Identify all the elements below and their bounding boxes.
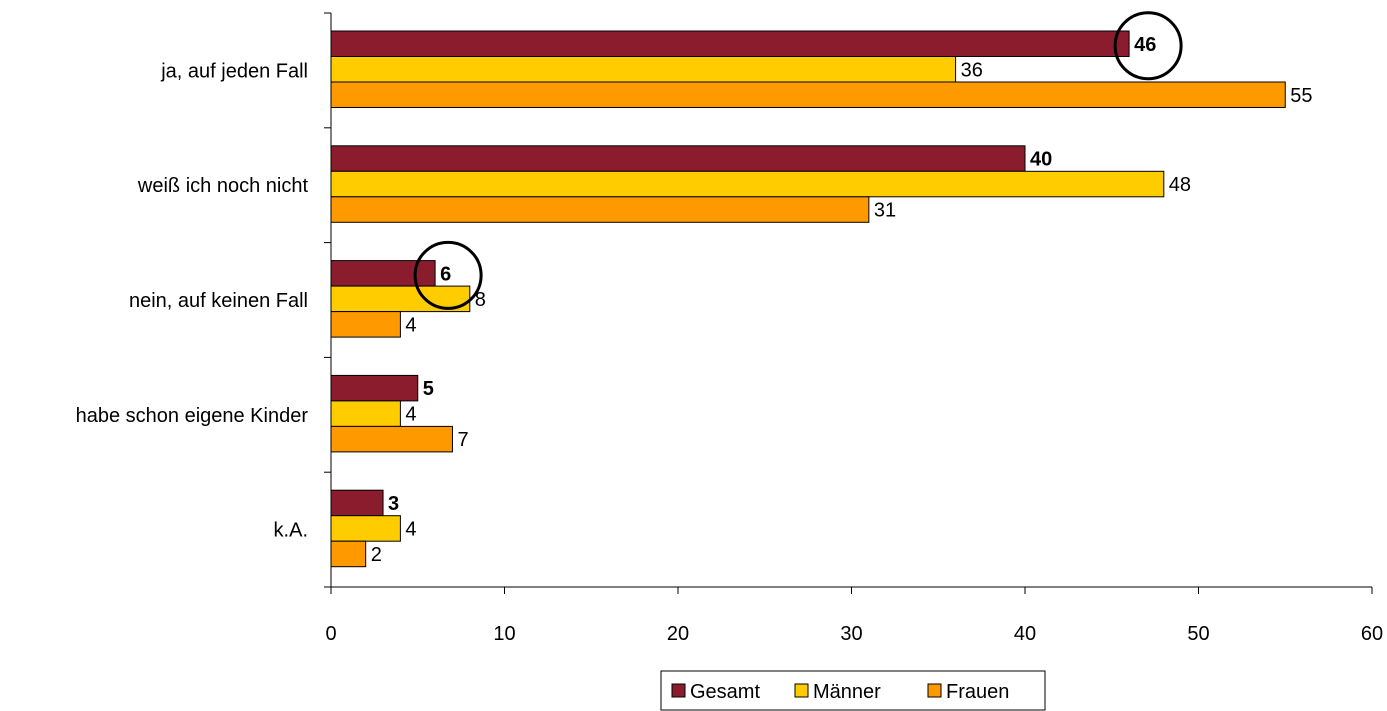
data-label-frauen-habe-schon-eigene-kinder: 7 (457, 429, 468, 451)
legend-swatch-gesamt (672, 684, 685, 697)
data-label-gesamt-nein-auf-keinen-fall: 6 (440, 263, 451, 285)
bar-maenner-k-a (331, 516, 400, 542)
bar-gesamt-ja-auf-jeden-fall (331, 31, 1129, 57)
bar-gesamt-weiss-ich-noch-nicht (331, 146, 1025, 172)
bar-maenner-weiss-ich-noch-nicht (331, 171, 1164, 197)
data-label-gesamt-k-a: 3 (388, 493, 399, 515)
x-tick-label: 30 (840, 623, 862, 645)
bar-maenner-habe-schon-eigene-kinder (331, 401, 400, 427)
legend-label-frauen: Frauen (946, 681, 1009, 703)
legend-label-maenner: Männer (813, 681, 881, 703)
legend-swatch-maenner (795, 684, 808, 697)
x-tick-label: 50 (1187, 623, 1209, 645)
x-tick-labels: 0 10 20 30 40 50 60 (325, 623, 1383, 645)
bar-maenner-ja-auf-jeden-fall (331, 57, 956, 83)
category-label-nein-auf-keinen-fall: nein, auf keinen Fall (129, 290, 308, 312)
x-tick-label: 10 (493, 623, 515, 645)
data-label-maenner-weiss-ich-noch-nicht: 48 (1169, 174, 1191, 196)
data-label-frauen-ja-auf-jeden-fall: 55 (1290, 85, 1312, 107)
data-label-maenner-habe-schon-eigene-kinder: 4 (405, 404, 416, 426)
category-label-ja-auf-jeden-fall: ja, auf jeden Fall (160, 60, 308, 82)
bar-gesamt-k-a (331, 490, 383, 516)
legend-swatch-frauen (928, 684, 941, 697)
category-label-k-a: k.A. (274, 520, 308, 542)
data-label-maenner-ja-auf-jeden-fall: 36 (961, 59, 983, 81)
data-label-gesamt-ja-auf-jeden-fall: 46 (1134, 34, 1156, 56)
data-label-gesamt-weiss-ich-noch-nicht: 40 (1030, 149, 1052, 171)
data-label-frauen-weiss-ich-noch-nicht: 31 (874, 200, 896, 222)
data-label-frauen-k-a: 2 (371, 544, 382, 566)
legend-label-gesamt: Gesamt (690, 681, 760, 703)
bar-gesamt-nein-auf-keinen-fall (331, 261, 435, 287)
legend: Gesamt Männer Frauen (661, 671, 1045, 710)
bar-frauen-weiss-ich-noch-nicht (331, 197, 869, 223)
x-tick-label: 40 (1014, 623, 1036, 645)
category-labels: ja, auf jeden Fall weiß ich noch nicht nei… (76, 60, 309, 541)
bar-frauen-habe-schon-eigene-kinder (331, 426, 452, 452)
category-label-habe-schon-eigene-kinder: habe schon eigene Kinder (76, 405, 309, 427)
x-tick-label: 0 (325, 623, 336, 645)
x-tick-label: 20 (667, 623, 689, 645)
bar-frauen-nein-auf-keinen-fall (331, 312, 400, 338)
bar-frauen-k-a (331, 541, 366, 567)
data-label-maenner-k-a: 4 (405, 518, 416, 540)
data-label-frauen-nein-auf-keinen-fall: 4 (405, 314, 416, 336)
data-label-gesamt-habe-schon-eigene-kinder: 5 (423, 378, 434, 400)
bar-gesamt-habe-schon-eigene-kinder (331, 375, 418, 401)
x-tick-label: 60 (1361, 623, 1383, 645)
bar-frauen-ja-auf-jeden-fall (331, 82, 1285, 108)
category-label-weiss-ich-noch-nicht: weiß ich noch nicht (137, 175, 309, 197)
